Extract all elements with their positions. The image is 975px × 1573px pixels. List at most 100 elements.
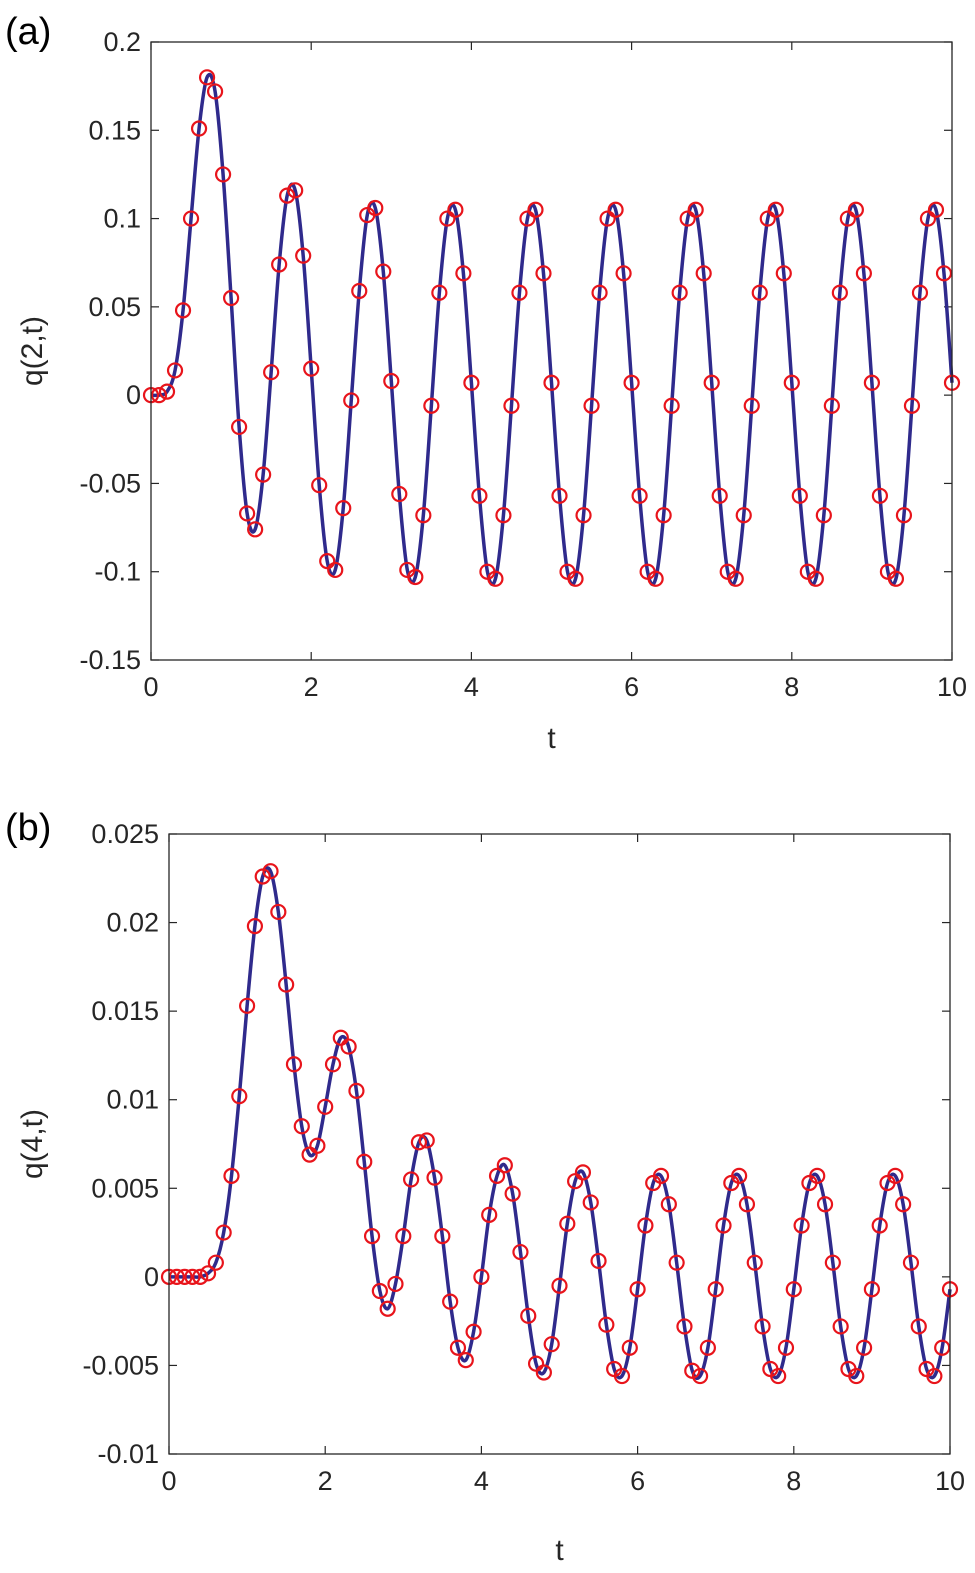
data-marker [695, 265, 712, 282]
data-marker [809, 1167, 826, 1184]
data-marker [887, 1167, 904, 1184]
data-marker [285, 1056, 303, 1073]
data-marker [903, 397, 921, 414]
data-marker [278, 976, 295, 993]
x-tick-label: 10 [937, 672, 967, 702]
x-tick-label: 4 [464, 672, 479, 702]
y-tick-label: 0.05 [88, 292, 141, 322]
data-marker [699, 1339, 716, 1356]
data-marker [590, 1252, 607, 1270]
y-axis-label: q(4,t) [16, 1109, 49, 1179]
data-marker [223, 1167, 240, 1184]
data-marker [807, 570, 824, 587]
data-marker [848, 1367, 865, 1385]
data-marker [676, 1318, 693, 1335]
data-marker [199, 1265, 217, 1282]
data-marker [431, 284, 448, 301]
data-marker [176, 1268, 193, 1285]
x-tick-label: 10 [935, 1466, 965, 1496]
data-marker [647, 570, 664, 587]
data-marker [738, 1196, 756, 1213]
x-tick-label: 2 [318, 1466, 333, 1496]
data-marker [158, 383, 176, 400]
data-marker [629, 1281, 646, 1298]
data-marker [379, 1300, 396, 1317]
data-marker [375, 263, 392, 280]
axes-box [150, 41, 953, 661]
data-marker [711, 487, 728, 504]
data-marker [543, 1336, 560, 1353]
data-marker [363, 1228, 381, 1245]
data-marker [691, 1367, 709, 1385]
data-marker [348, 1082, 365, 1099]
data-marker [340, 1038, 357, 1055]
data-marker [582, 1194, 599, 1211]
data-marker [223, 289, 240, 307]
data-marker [703, 374, 720, 391]
y-tick-label: -0.005 [82, 1350, 159, 1380]
data-marker [327, 561, 344, 579]
data-marker [567, 570, 584, 587]
data-marker [777, 1339, 795, 1356]
data-marker [519, 210, 536, 227]
data-marker [246, 918, 264, 935]
data-marker [927, 201, 945, 218]
data-marker [495, 507, 512, 524]
y-tick-label: 0.02 [106, 908, 159, 938]
data-marker [785, 1281, 802, 1298]
data-marker [415, 507, 432, 524]
data-marker [823, 397, 840, 414]
data-marker [231, 1088, 248, 1105]
x-tick-label: 0 [143, 672, 158, 702]
y-tick-label: 0.025 [91, 819, 159, 849]
data-marker [496, 1157, 513, 1174]
data-marker [343, 392, 360, 409]
data-marker [395, 1228, 412, 1245]
x-tick-label: 8 [784, 672, 799, 702]
data-marker [270, 903, 287, 921]
data-marker [255, 466, 272, 483]
data-marker [735, 507, 752, 524]
data-marker [895, 1196, 912, 1213]
data-marker [407, 568, 424, 586]
data-marker [935, 265, 953, 282]
data-marker [887, 570, 905, 587]
y-tick-label: -0.1 [94, 557, 141, 587]
data-marker [287, 182, 304, 199]
data-marker [174, 302, 192, 319]
data-marker [504, 1185, 521, 1202]
data-marker [934, 1339, 951, 1356]
data-marker [599, 210, 616, 227]
data-marker [743, 397, 760, 414]
x-axis-label: t [547, 722, 556, 755]
data-marker [410, 1134, 428, 1151]
x-tick-label: 8 [786, 1466, 801, 1496]
data-marker [520, 1307, 537, 1324]
data-marker [574, 1164, 592, 1181]
data-marker [471, 487, 488, 504]
data-marker [543, 374, 560, 391]
data-marker [746, 1254, 763, 1271]
data-marker [559, 1215, 576, 1232]
data-marker [488, 1167, 506, 1184]
data-marker [847, 201, 864, 218]
data-marker [783, 374, 800, 391]
data-marker [793, 1217, 810, 1234]
data-marker [387, 1275, 404, 1293]
data-marker [535, 1364, 552, 1381]
data-marker [551, 487, 568, 504]
x-axis-label: t [555, 1534, 564, 1567]
data-marker [775, 265, 792, 282]
data-marker [759, 210, 776, 227]
data-marker [824, 1254, 841, 1271]
data-marker [418, 1132, 435, 1149]
data-marker [527, 201, 544, 218]
y-tick-label: 0.2 [103, 27, 141, 57]
data-marker [668, 1254, 685, 1271]
data-marker [434, 1228, 451, 1245]
y-tick-label: 0.1 [103, 204, 141, 234]
data-marker [449, 1339, 467, 1356]
data-marker [214, 166, 232, 183]
y-tick-label: -0.01 [97, 1439, 159, 1469]
data-marker [815, 507, 832, 524]
